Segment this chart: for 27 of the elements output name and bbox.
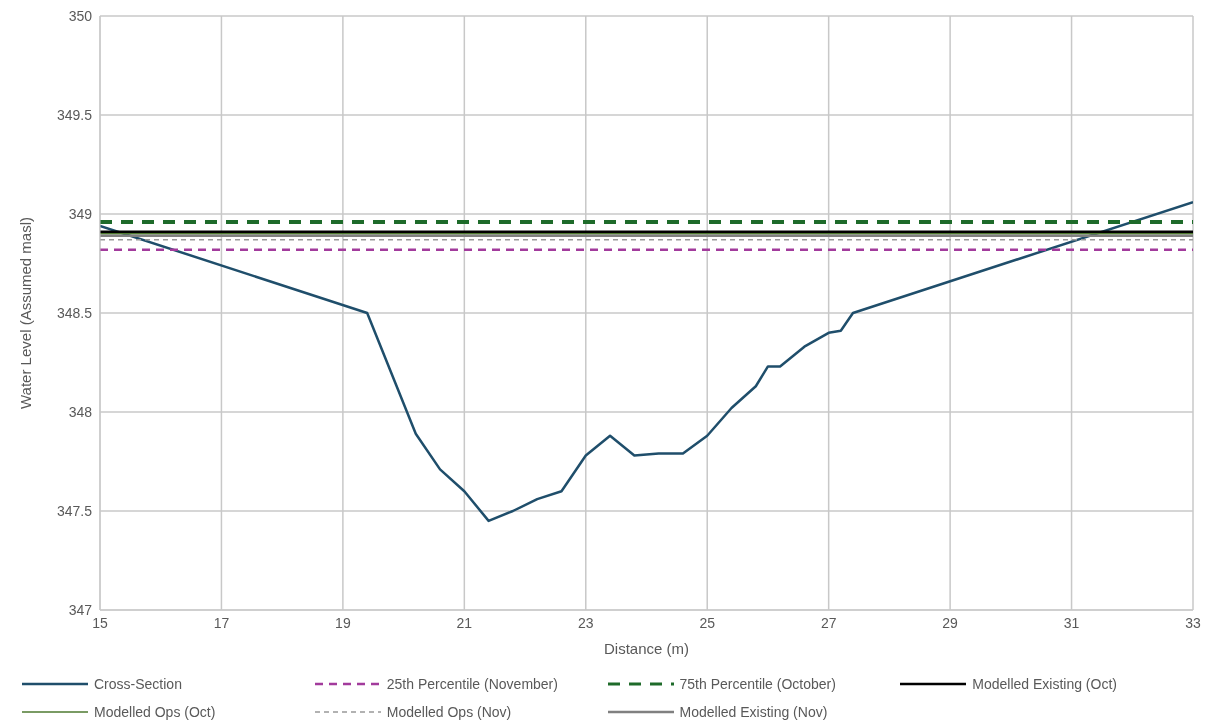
x-tick-label: 27 — [820, 614, 837, 631]
y-tick-label: 349 — [68, 205, 93, 222]
legend-label: 25th Percentile (November) — [386, 676, 558, 692]
x-tick-label: 17 — [213, 614, 230, 631]
y-tick-label: 347.5 — [56, 502, 93, 519]
x-tick-label: 19 — [335, 614, 351, 631]
legend-label: Modelled Existing (Nov) — [679, 704, 828, 720]
legend-label: Modelled Existing (Oct) — [972, 676, 1117, 692]
x-tick-label: 25 — [699, 614, 716, 631]
legend-label: 75th Percentile (October) — [679, 676, 836, 692]
x-tick-label: 21 — [456, 614, 473, 631]
x-tick-label: 33 — [1185, 614, 1201, 631]
legend-label: Modelled Ops (Nov) — [386, 704, 512, 720]
legend-label: Modelled Ops (Oct) — [94, 704, 216, 720]
y-tick-label: 348 — [68, 403, 93, 420]
line-series — [100, 200, 1193, 523]
y-axis-title: Water Level (Assumed masl) — [17, 217, 35, 409]
y-tick-label: 348.5 — [56, 304, 93, 321]
x-tick-label: 23 — [577, 614, 594, 631]
x-tick-label: 15 — [92, 614, 108, 631]
x-axis-title: Distance (m) — [603, 640, 690, 657]
legend-label: Cross-Section — [94, 676, 182, 692]
y-tick-label: 349.5 — [56, 106, 93, 123]
x-tick-label: 29 — [942, 614, 959, 631]
y-tick-label: 350 — [68, 7, 93, 24]
y-tick-label: 347 — [68, 601, 93, 618]
x-tick-label: 31 — [1063, 614, 1080, 631]
